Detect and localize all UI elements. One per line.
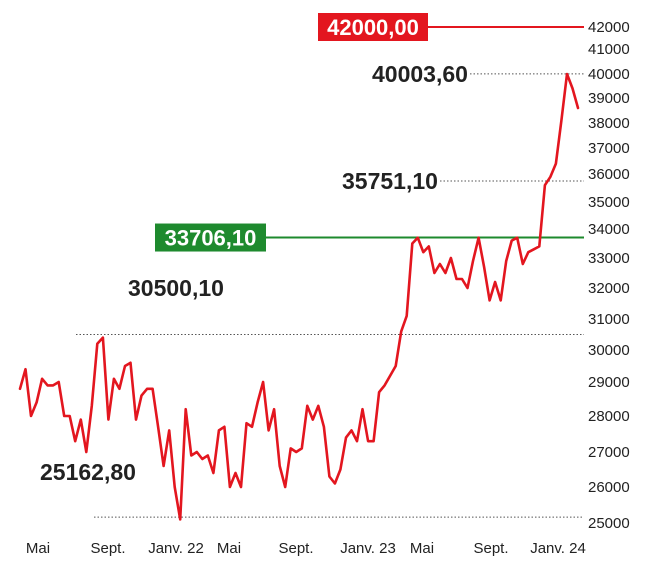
x-tick-label: Janv. 22 <box>148 540 204 557</box>
y-tick-label: 34000 <box>588 221 630 238</box>
reference-label-box <box>318 13 428 41</box>
reference-label: 35751,10 <box>342 168 438 194</box>
x-tick-label: Sept. <box>278 540 313 557</box>
reference-label: 40003,60 <box>372 61 468 87</box>
y-tick-label: 36000 <box>588 166 630 183</box>
y-tick-label: 40000 <box>588 66 630 83</box>
x-tick-label: Sept. <box>90 540 125 557</box>
y-tick-label: 26000 <box>588 479 630 496</box>
reference-lines <box>76 26 584 518</box>
x-tick-label: Mai <box>217 540 241 557</box>
reference-label-box <box>155 223 266 252</box>
y-tick-label: 32000 <box>588 280 630 297</box>
y-tick-label: 33000 <box>588 250 630 267</box>
y-tick-label: 37000 <box>588 140 630 157</box>
reference-labels: 42000,00 40003,60 35751,10 33706,10 30500,10… <box>40 13 468 485</box>
y-tick-label: 31000 <box>588 311 630 328</box>
y-tick-label: 25000 <box>588 515 630 532</box>
y-tick-label: 35000 <box>588 194 630 211</box>
reference-label: 30500,10 <box>128 275 224 301</box>
reference-label: 33706,10 <box>165 226 257 251</box>
x-tick-label: Janv. 23 <box>340 540 396 557</box>
y-tick-label: 42000 <box>588 19 630 36</box>
y-tick-label: 29000 <box>588 374 630 391</box>
series-line <box>18 72 580 521</box>
y-tick-label: 28000 <box>588 408 630 425</box>
x-tick-label: Mai <box>26 540 50 557</box>
reference-label: 42000,00 <box>327 15 419 40</box>
x-tick-label: Janv. 24 <box>530 540 586 557</box>
reference-label: 25162,80 <box>40 459 136 485</box>
y-tick-label: 38000 <box>588 115 630 132</box>
y-tick-label: 27000 <box>588 444 630 461</box>
y-tick-label: 30000 <box>588 342 630 359</box>
x-tick-label: Mai <box>410 540 434 557</box>
x-tick-label: Sept. <box>473 540 508 557</box>
y-tick-label: 39000 <box>588 90 630 107</box>
y-tick-label: 41000 <box>588 41 630 58</box>
series-layer <box>18 72 580 521</box>
x-axis-ticks: Mai Sept. Janv. 22 Mai Sept. Janv. 23 Mai Sept.… <box>26 540 586 557</box>
y-axis-ticks: 25000 26000 27000 28000 29000 30000 31000 32000… <box>588 19 630 532</box>
